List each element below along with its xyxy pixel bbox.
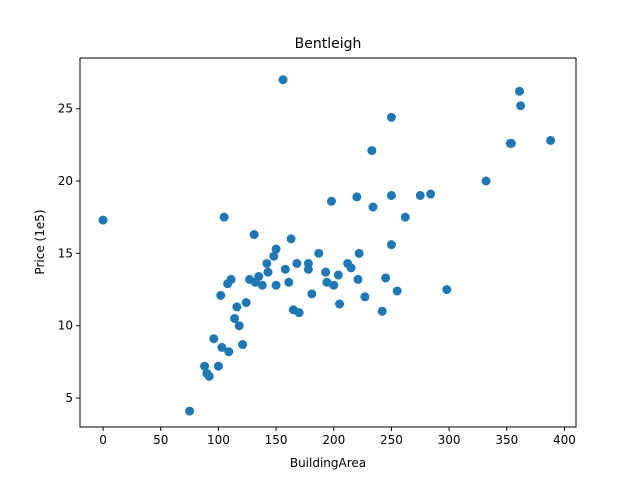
data-point bbox=[386, 112, 396, 122]
y-tick-label: 15 bbox=[58, 246, 73, 260]
data-point bbox=[354, 248, 364, 258]
data-point bbox=[263, 267, 273, 277]
x-tick-label: 400 bbox=[553, 433, 576, 447]
data-point bbox=[381, 273, 391, 283]
data-point bbox=[322, 277, 332, 287]
data-point bbox=[262, 258, 272, 268]
data-point bbox=[377, 306, 387, 316]
data-point bbox=[209, 334, 219, 344]
data-point bbox=[257, 280, 267, 290]
x-tick-label: 300 bbox=[438, 433, 461, 447]
data-point bbox=[506, 138, 516, 148]
data-point bbox=[185, 406, 195, 416]
data-point bbox=[224, 347, 234, 357]
data-point bbox=[516, 101, 526, 111]
data-point bbox=[230, 313, 240, 323]
data-point bbox=[204, 371, 214, 381]
data-point bbox=[326, 196, 336, 206]
data-point bbox=[329, 280, 339, 290]
data-point bbox=[352, 192, 362, 202]
data-point bbox=[333, 270, 343, 280]
data-point bbox=[303, 264, 313, 274]
y-tick-label: 25 bbox=[58, 102, 73, 116]
x-tick-label: 50 bbox=[153, 433, 168, 447]
data-point bbox=[249, 230, 259, 240]
data-point bbox=[353, 274, 363, 284]
x-ticks: 0 50 100 150 200 250 300 350 400 bbox=[99, 427, 576, 447]
data-point bbox=[241, 298, 251, 308]
data-point bbox=[271, 280, 281, 290]
data-point bbox=[481, 176, 491, 186]
data-point bbox=[271, 244, 281, 254]
data-point bbox=[269, 251, 279, 261]
x-axis-label: BuildingArea bbox=[290, 456, 366, 470]
x-tick-label: 250 bbox=[380, 433, 403, 447]
data-point bbox=[335, 299, 345, 309]
data-point bbox=[367, 146, 377, 156]
y-tick-label: 10 bbox=[58, 319, 73, 333]
x-tick-label: 0 bbox=[99, 433, 107, 447]
data-point bbox=[307, 289, 317, 299]
x-tick-label: 200 bbox=[322, 433, 345, 447]
data-point bbox=[294, 308, 304, 318]
data-point bbox=[321, 267, 331, 277]
data-point bbox=[426, 189, 436, 199]
data-point bbox=[360, 292, 370, 302]
y-ticks: 5 10 15 20 25 bbox=[58, 102, 80, 405]
data-point bbox=[546, 135, 556, 145]
data-point bbox=[278, 75, 288, 85]
x-tick-label: 100 bbox=[207, 433, 230, 447]
data-point bbox=[234, 321, 244, 331]
x-tick-label: 150 bbox=[265, 433, 288, 447]
data-point bbox=[442, 285, 452, 295]
data-point bbox=[314, 248, 324, 258]
data-point bbox=[346, 263, 356, 273]
data-point bbox=[213, 361, 223, 371]
data-point bbox=[280, 264, 290, 274]
data-point bbox=[386, 190, 396, 200]
y-axis-label: Price (1e5) bbox=[33, 209, 47, 274]
data-point bbox=[216, 290, 226, 300]
chart-title: Bentleigh bbox=[295, 36, 362, 52]
data-point bbox=[286, 234, 296, 244]
data-point bbox=[392, 286, 402, 296]
data-point bbox=[98, 215, 108, 225]
data-point bbox=[292, 258, 302, 268]
y-tick-label: 20 bbox=[58, 174, 73, 188]
data-point bbox=[254, 272, 264, 282]
data-point bbox=[415, 190, 425, 200]
data-point bbox=[200, 361, 210, 371]
data-point bbox=[238, 340, 248, 350]
data-point bbox=[226, 274, 236, 284]
x-tick-label: 350 bbox=[495, 433, 518, 447]
data-point bbox=[217, 342, 227, 352]
y-tick-label: 5 bbox=[65, 391, 73, 405]
data-point bbox=[514, 86, 524, 96]
data-point bbox=[284, 277, 294, 287]
data-point bbox=[368, 202, 378, 212]
data-point bbox=[386, 240, 396, 250]
data-point bbox=[219, 212, 229, 222]
plot-frame bbox=[79, 57, 577, 428]
data-point bbox=[400, 212, 410, 222]
points-layer bbox=[98, 75, 556, 416]
data-point bbox=[232, 302, 242, 312]
